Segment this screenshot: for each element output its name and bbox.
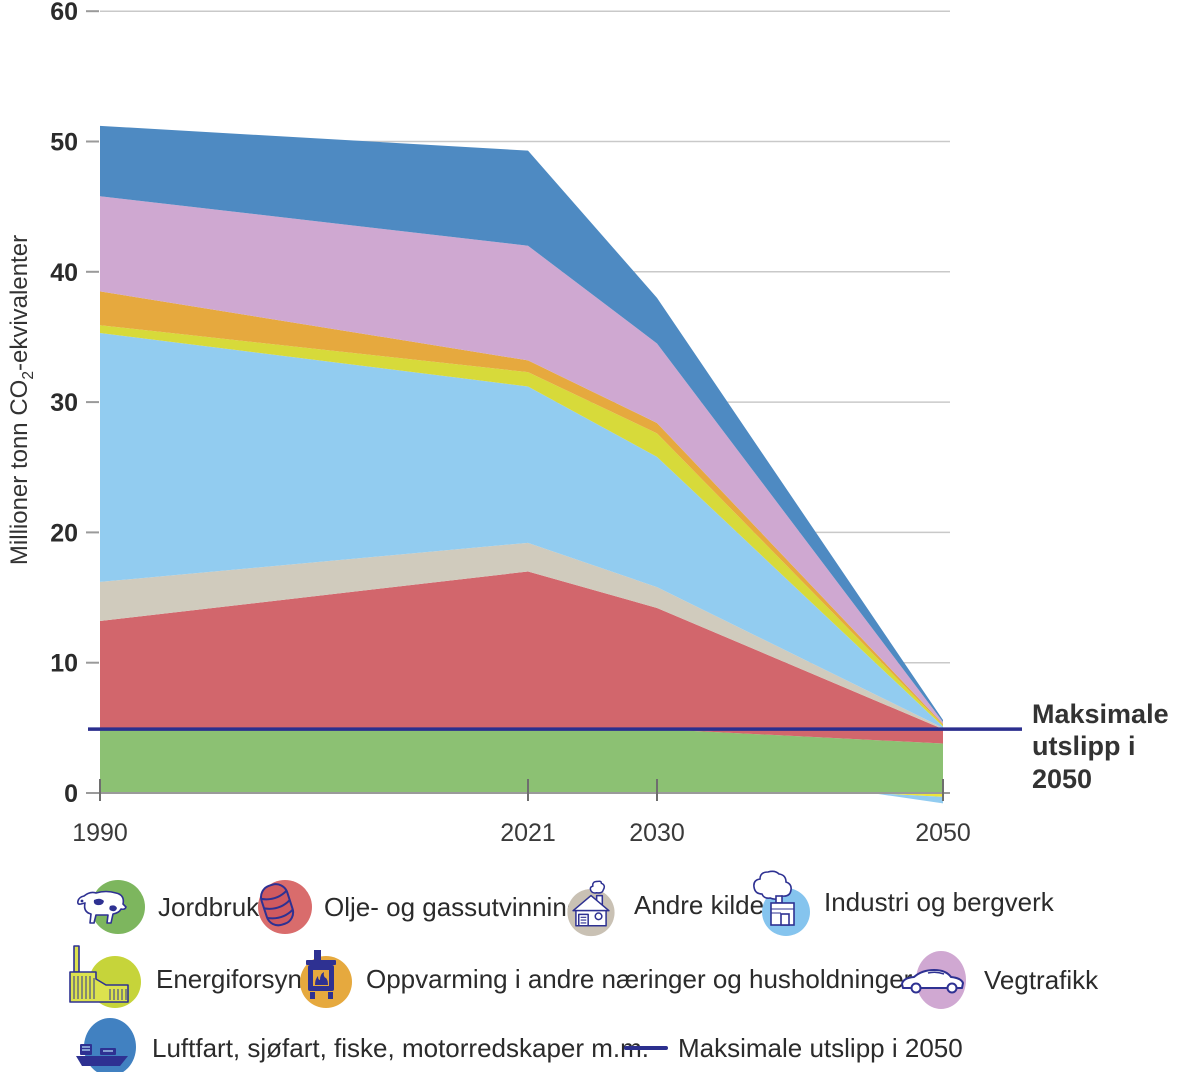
- area-industri: [100, 333, 943, 728]
- y-tick-label: 50: [50, 129, 78, 157]
- legend-label: Industri og bergverk: [824, 886, 1054, 917]
- annotation-line1: Maksimale: [1032, 699, 1169, 729]
- max-emissions-annotation: Maksimale utslipp i 2050: [1032, 698, 1200, 795]
- y-tick-label: 30: [50, 389, 78, 417]
- factory-icon: [753, 870, 810, 936]
- oil-barrel-icon: [258, 880, 312, 934]
- legend-label: Luftfart, sjøfart, fiske, motorredskaper…: [152, 1032, 650, 1063]
- area-olje-og-gass: [100, 571, 943, 744]
- y-tick-label: 10: [50, 650, 78, 678]
- power-plant-icon: [69, 945, 141, 1008]
- legend-item-luftfart: Luftfart, sjøfart, fiske, motorredskaper…: [70, 1016, 649, 1072]
- x-tick-label: 1990: [72, 819, 128, 847]
- stove-icon: [300, 950, 352, 1008]
- legend-item-oppvarming: Oppvarming i andre næringer og husholdni…: [292, 942, 912, 1016]
- legend-label: Maksimale utslipp i 2050: [678, 1032, 963, 1063]
- y-tick-label: 20: [50, 519, 78, 547]
- y-tick-label: 0: [64, 780, 78, 808]
- legend-label: Oppvarming i andre næringer og husholdni…: [366, 963, 913, 994]
- cow-icon: [77, 880, 145, 934]
- y-tick-label: 60: [50, 0, 78, 26]
- legend-label: Andre kilder: [634, 889, 773, 920]
- ship-icon: [76, 1018, 136, 1072]
- x-tick-label: 2021: [500, 819, 556, 847]
- legend-label: Jordbruk: [158, 891, 260, 922]
- car-icon: [901, 951, 966, 1009]
- legend-label: Olje- og gassutvinning: [324, 891, 582, 922]
- legend-item-industri: Industri og bergverk: [740, 866, 1054, 938]
- annotation-line2: utslipp i 2050: [1032, 731, 1136, 794]
- area-vegtrafikk: [100, 196, 943, 724]
- y-axis-title: Millioner tonn CO2-ekvivalenter: [6, 234, 37, 566]
- area-jordbruk: [100, 729, 943, 793]
- area-industri-negativ: [871, 793, 943, 804]
- x-tick-label: 2030: [629, 819, 685, 847]
- legend-label: Vegtrafikk: [984, 964, 1099, 995]
- x-tick-label: 2050: [915, 819, 971, 847]
- legend-item-jordbruk: Jordbruk: [70, 876, 259, 938]
- legend-item-andre-kilder: Andre kilder: [558, 872, 773, 938]
- house-icon: [567, 880, 615, 937]
- max-line-swatch-icon: [624, 1046, 668, 1050]
- area-andre-kilder: [100, 542, 943, 730]
- legend-item-olje: Olje- og gassutvinning: [248, 876, 581, 938]
- y-tick-label: 40: [50, 259, 78, 287]
- legend-item-vegtrafikk: Vegtrafikk: [894, 948, 1098, 1012]
- area-luftfart: [100, 125, 943, 722]
- legend-item-max-line: Maksimale utslipp i 2050: [624, 1022, 963, 1072]
